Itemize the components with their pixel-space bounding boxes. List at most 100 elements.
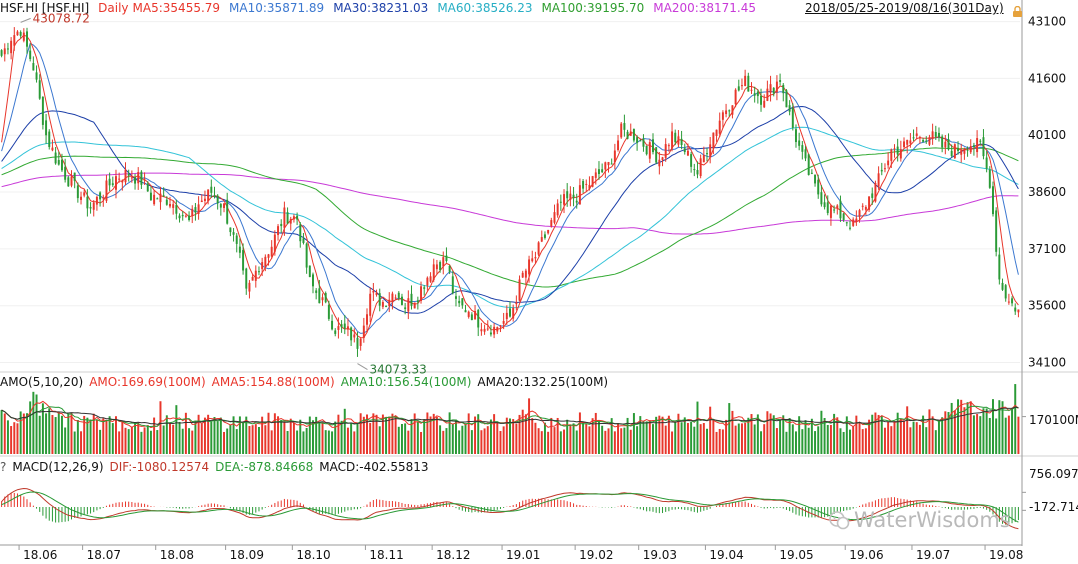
volume-bar	[756, 414, 759, 454]
candle-body	[350, 327, 353, 341]
volume-bar	[750, 414, 753, 454]
candle-body	[121, 180, 124, 183]
price-tick-label: 41600	[1028, 71, 1066, 85]
candle-body	[912, 137, 915, 139]
annotation-leader	[20, 17, 31, 23]
candle-body	[454, 296, 457, 299]
volume-bar	[51, 414, 54, 454]
candle-body	[610, 163, 613, 165]
candle-body	[883, 168, 886, 170]
candle-body	[130, 177, 133, 179]
candle-body	[903, 141, 906, 147]
candle-body	[153, 194, 156, 205]
volume-bar	[92, 413, 95, 454]
volume-bar	[410, 419, 413, 454]
volume-bar	[337, 414, 340, 454]
candle-body	[617, 140, 620, 150]
price-tick-label: 43100	[1028, 15, 1066, 29]
volume-bar	[172, 424, 175, 454]
candle-body	[242, 250, 245, 271]
ma30-legend: MA30:38231.03	[333, 1, 429, 15]
volume-bar	[394, 415, 397, 454]
candle-body	[289, 218, 292, 224]
volume-bar	[388, 416, 391, 454]
volume-bar	[804, 420, 807, 454]
candle-body	[597, 169, 600, 175]
volume-bar	[413, 413, 416, 454]
macd-value: MACD:-402.55813	[319, 460, 429, 474]
volume-bar	[493, 414, 496, 454]
watermark: WaterWisdoms	[828, 508, 1011, 535]
volume-bar	[245, 416, 248, 454]
candle-body	[229, 227, 232, 233]
volume-bar	[740, 423, 743, 454]
candle-body	[102, 197, 105, 199]
volume-bar	[407, 430, 410, 454]
volume-bar	[350, 423, 353, 454]
volume-bar	[887, 421, 890, 454]
candle-body	[782, 84, 785, 94]
x-tick-label: 18.10	[296, 548, 330, 562]
volume-bar	[620, 428, 623, 454]
candle-body	[435, 264, 438, 270]
candle-body	[378, 293, 381, 306]
candle-body	[829, 205, 832, 218]
volume-bar	[890, 426, 893, 454]
candle-body	[877, 173, 880, 187]
candle-body	[588, 184, 591, 189]
candle-body	[3, 48, 6, 55]
volume-bar	[899, 418, 902, 454]
candle-body	[575, 200, 578, 203]
candle-body	[216, 195, 219, 204]
candle-body	[467, 311, 470, 317]
volume-bar	[499, 431, 502, 454]
volume-bar	[585, 423, 588, 454]
volume-bar	[712, 419, 715, 454]
candle-body	[826, 202, 829, 214]
date-range-label[interactable]: 2018/05/25-2019/08/16(301Day)	[805, 1, 1004, 15]
candle-body	[248, 282, 251, 292]
volume-bar	[753, 424, 756, 454]
candle-body	[149, 192, 152, 201]
candle-body	[928, 137, 931, 145]
candle-body	[922, 139, 925, 142]
volume-bar	[216, 421, 219, 454]
volume-legend: AMO(5,10,20) AMO:169.69(100M) AMA5:154.88(…	[0, 374, 617, 390]
volume-bar	[829, 424, 832, 454]
volume-bar	[229, 424, 232, 454]
volume-bar	[29, 401, 32, 454]
candle-body	[356, 337, 359, 349]
volume-bar	[375, 414, 378, 454]
candle-body	[839, 200, 842, 219]
candle-body	[127, 174, 130, 176]
volume-bar	[852, 426, 855, 454]
volume-bar	[474, 416, 477, 454]
volume-bar	[296, 430, 299, 454]
candle-body	[540, 237, 543, 242]
volume-bar	[41, 403, 44, 454]
volume-bar	[671, 431, 674, 454]
macd-axis-label-bottom: -172.714	[1029, 500, 1078, 514]
candle-body	[775, 81, 778, 93]
lock-icon[interactable]	[1012, 2, 1023, 17]
ma200-line	[1, 172, 1019, 235]
volume-bar	[864, 428, 867, 454]
help-icon[interactable]: ?	[0, 460, 7, 474]
volume-bar	[10, 426, 13, 454]
volume-bar	[496, 422, 499, 454]
volume-bar	[159, 401, 162, 454]
candle-body	[518, 279, 521, 301]
candle-body	[480, 329, 483, 332]
volume-bar	[369, 422, 372, 454]
volume-bar	[6, 420, 9, 454]
volume-bar	[76, 420, 79, 454]
candle-body	[404, 307, 407, 309]
candle-body	[448, 265, 451, 272]
candle-body	[48, 131, 51, 148]
candle-body	[626, 131, 629, 139]
volume-bar	[807, 427, 810, 454]
volume-bar	[823, 417, 826, 454]
candle-body	[931, 131, 934, 140]
volume-bar	[35, 394, 38, 454]
volume-bar	[995, 418, 998, 454]
